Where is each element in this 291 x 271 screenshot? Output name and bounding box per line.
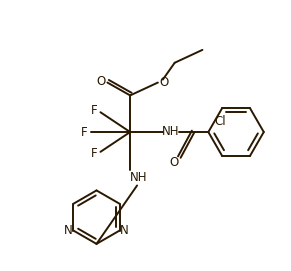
Text: Cl: Cl <box>214 115 226 128</box>
Text: NH: NH <box>130 171 148 184</box>
Text: O: O <box>159 76 168 89</box>
Text: F: F <box>91 104 98 117</box>
Text: N: N <box>120 224 129 237</box>
Text: F: F <box>91 147 98 160</box>
Text: O: O <box>169 156 178 169</box>
Text: N: N <box>64 224 73 237</box>
Text: O: O <box>97 75 106 88</box>
Text: NH: NH <box>162 125 180 138</box>
Text: F: F <box>81 125 88 138</box>
